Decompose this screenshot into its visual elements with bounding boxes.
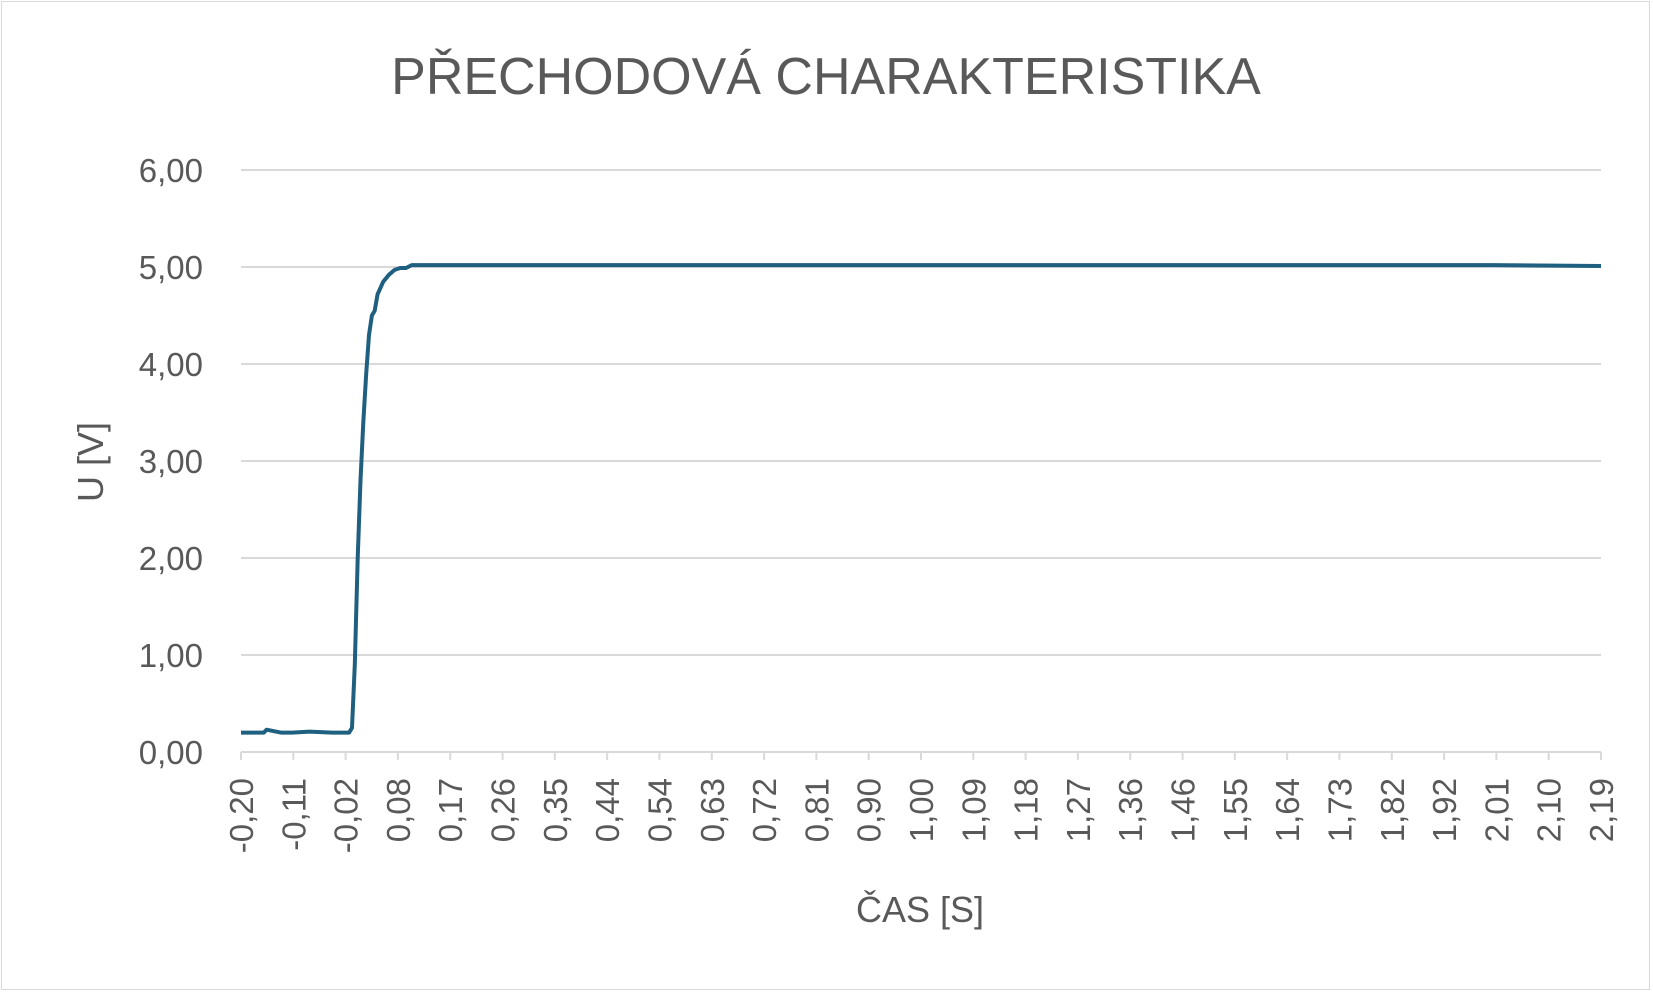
x-tick-label: 1,27 <box>1060 778 1097 842</box>
y-tick-label: 4,00 <box>139 346 203 383</box>
x-tick-label: 1,36 <box>1112 778 1149 842</box>
x-tick-label: 0,81 <box>798 778 835 842</box>
x-tick-label: 0,63 <box>694 778 731 842</box>
x-tick-label: 1,82 <box>1374 778 1411 842</box>
x-tick-label: 0,44 <box>589 778 626 842</box>
y-axis-title: U [V] <box>70 422 111 502</box>
y-tick-label: 3,00 <box>139 443 203 480</box>
y-tick-label: 5,00 <box>139 249 203 286</box>
x-tick-label: 0,54 <box>641 778 678 842</box>
x-tick-label: 1,73 <box>1321 778 1358 842</box>
y-tick-label: 6,00 <box>139 152 203 189</box>
gridlines <box>241 169 1601 753</box>
y-tick-label: 0,00 <box>139 734 203 771</box>
x-tick-label: 1,64 <box>1269 778 1306 842</box>
x-tick-label: 1,92 <box>1426 778 1463 842</box>
x-tick-label: 0,08 <box>380 778 417 842</box>
x-axis-ticks: -0,20 -0,11 -0,02 0,08 0,17 0,26 0,35 0,44 0,54 0… <box>223 752 1620 853</box>
x-tick-label: -0,20 <box>223 778 260 853</box>
x-tick-label: 1,09 <box>955 778 992 842</box>
x-tick-label: -0,02 <box>328 778 365 853</box>
y-tick-label: 1,00 <box>139 637 203 674</box>
x-axis-title: ČAS [S] <box>856 889 984 930</box>
x-tick-label: 0,72 <box>746 778 783 842</box>
x-tick-label: 2,19 <box>1583 778 1620 842</box>
x-tick-label: 2,10 <box>1531 778 1568 842</box>
x-tick-label: 0,26 <box>485 778 522 842</box>
series-line <box>241 263 1602 735</box>
x-tick-label: 1,46 <box>1165 778 1202 842</box>
y-axis-ticks: 0,00 1,00 2,00 3,00 4,00 5,00 6,00 <box>139 152 203 771</box>
x-tick-label: 2,01 <box>1478 778 1515 842</box>
x-tick-label: 0,35 <box>537 778 574 842</box>
x-tick-label: 1,55 <box>1217 778 1254 842</box>
series-layer <box>241 263 1602 735</box>
x-tick-label: 0,90 <box>851 778 888 842</box>
chart-title: PŘECHODOVÁ CHARAKTERISTIKA <box>391 48 1261 106</box>
x-tick-label: 1,18 <box>1008 778 1045 842</box>
y-tick-label: 2,00 <box>139 540 203 577</box>
x-tick-label: 1,00 <box>903 778 940 842</box>
x-tick-label: -0,11 <box>275 778 312 851</box>
x-tick-label: 0,17 <box>432 778 469 842</box>
